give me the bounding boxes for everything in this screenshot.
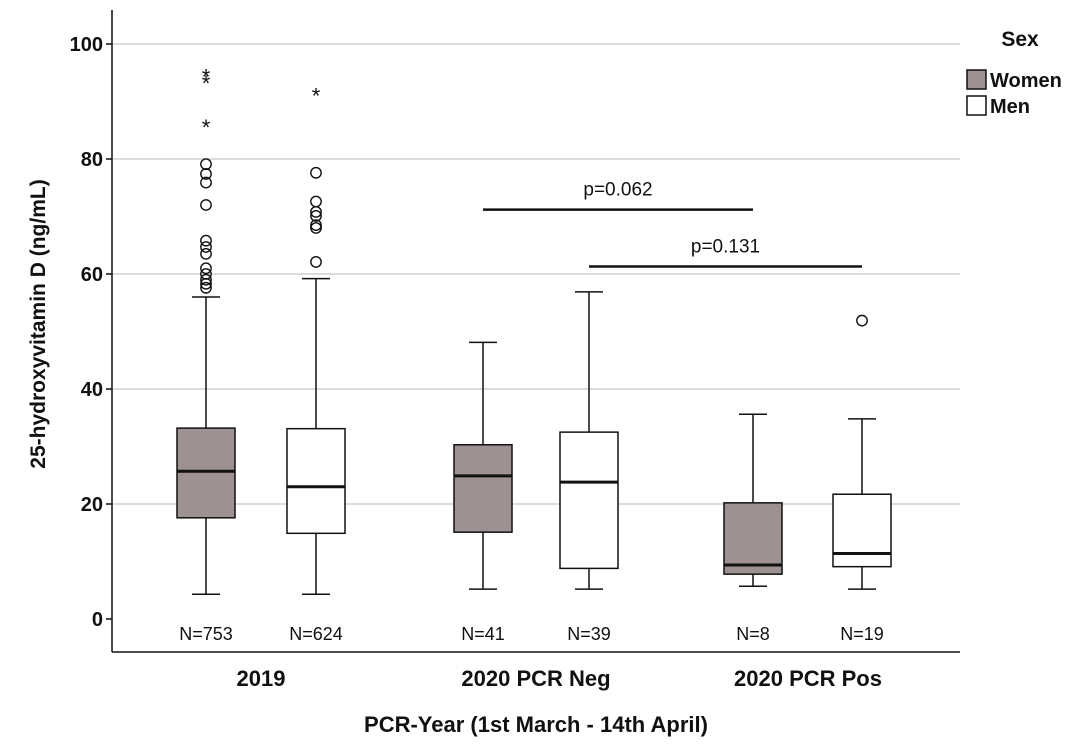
p-value-label: p=0.131 (691, 237, 760, 258)
x-axis-label: PCR-Year (1st March - 14th April) (364, 712, 708, 737)
outlier-point (310, 210, 322, 222)
box-iqr (559, 431, 619, 570)
outlier-point (310, 222, 322, 234)
outlier-point (200, 158, 212, 171)
y-tick-label: 100 (70, 34, 103, 56)
outlier-point (200, 241, 212, 253)
box-iqr (723, 502, 783, 575)
x-category-label: 2019 (237, 666, 286, 691)
outlier-point (200, 273, 212, 286)
legend-title: Sex (1001, 28, 1039, 51)
n-label: N=41 (461, 624, 505, 644)
legend-swatch (966, 95, 987, 116)
box-iqr (453, 444, 513, 533)
extreme-point: * (312, 83, 321, 108)
y-axis-label: 25-hydroxyvitamin D (ng/mL) (27, 179, 50, 468)
outlier-point (200, 199, 212, 211)
n-label: N=19 (840, 624, 884, 644)
extreme-point: * (202, 115, 211, 140)
p-value-label: p=0.062 (583, 180, 652, 201)
n-label: N=624 (289, 624, 343, 644)
legend-label: Women (990, 70, 1062, 92)
outlier-point (310, 219, 322, 232)
outlier-point (310, 195, 322, 208)
n-label: N=39 (567, 624, 611, 644)
y-tick-label: 20 (81, 494, 103, 516)
outlier-point (856, 314, 868, 327)
box-iqr (176, 427, 236, 519)
y-tick-label: 60 (81, 264, 103, 286)
extreme-point: * (202, 64, 211, 89)
legend-label: Men (990, 96, 1030, 118)
box-iqr (286, 427, 346, 535)
outlier-point (200, 262, 212, 275)
x-category-label: 2020 PCR Neg (461, 666, 610, 691)
extreme-point: * (202, 71, 211, 96)
outlier-point (200, 234, 212, 247)
outlier-point (200, 176, 212, 189)
outlier-point (310, 166, 322, 179)
x-category-label: 2020 PCR Pos (734, 666, 882, 691)
y-tick-label: 80 (81, 149, 103, 171)
y-tick-label: 40 (81, 379, 103, 401)
outlier-point (200, 281, 212, 294)
n-label: N=753 (179, 624, 233, 644)
outlier-point (200, 268, 212, 280)
n-label: N=8 (736, 624, 770, 644)
y-tick-label: 0 (92, 609, 103, 631)
box-iqr (832, 493, 892, 568)
outlier-point (310, 256, 322, 268)
legend-swatch (966, 69, 987, 90)
outlier-point (200, 247, 212, 260)
